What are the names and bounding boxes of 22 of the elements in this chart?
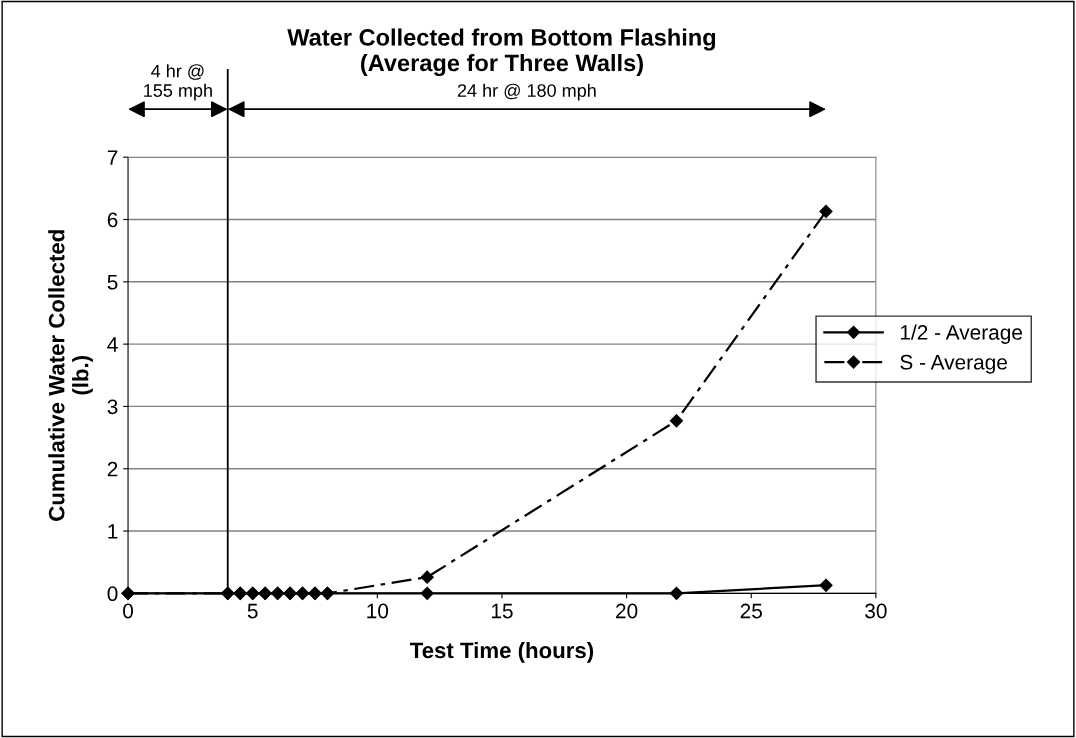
text: 4 hr @ 155 mph <box>144 64 212 101</box>
x-tick-label: 30 <box>865 603 887 619</box>
x-tick-label: 15 <box>491 603 513 619</box>
x-axis-title: Test Time (hours) <box>410 641 594 663</box>
y-tick-label: 3 <box>107 399 118 415</box>
x-tick-label: 25 <box>740 603 762 619</box>
x-tick-label: 20 <box>616 603 638 619</box>
y-axis-title: Cumulative Water Collected (lb.) <box>48 230 93 521</box>
x-tick-label: 10 <box>367 603 389 619</box>
y-tick-label: 6 <box>107 212 118 228</box>
y-tick-label: 0 <box>107 586 118 602</box>
legend-label: S - Average <box>900 354 1007 374</box>
legend-label: 1/2 - Average <box>900 324 1023 344</box>
x-tick-label: 5 <box>247 603 258 619</box>
chart-title: Water Collected from Bottom Flashing (Average for Three Walls) <box>287 28 716 77</box>
text: 24 hr @ 180 mph <box>457 83 596 101</box>
y-tick-label: 2 <box>107 461 118 477</box>
x-tick-label: 0 <box>123 603 134 619</box>
y-tick-label: 7 <box>107 150 118 165</box>
y-tick-label: 1 <box>108 524 118 539</box>
y-tick-label: 5 <box>107 275 118 290</box>
y-tick-label: 4 <box>107 337 118 352</box>
